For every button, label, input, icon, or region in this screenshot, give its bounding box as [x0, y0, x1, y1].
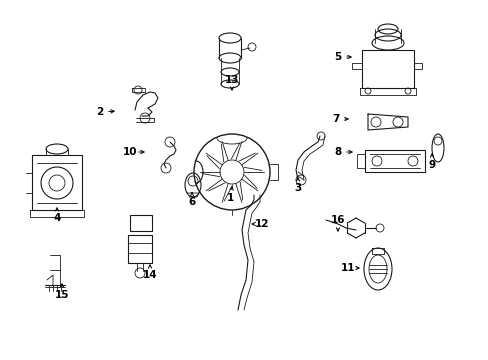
Text: 1: 1 — [226, 193, 233, 203]
Text: 14: 14 — [142, 270, 157, 280]
Bar — [128, 235, 152, 263]
Text: 6: 6 — [188, 197, 195, 207]
Bar — [364, 150, 424, 172]
Text: 15: 15 — [55, 290, 69, 300]
Text: 8: 8 — [334, 147, 341, 157]
Text: 16: 16 — [330, 215, 345, 225]
Text: 13: 13 — [224, 75, 239, 85]
Bar — [130, 215, 152, 231]
Text: 9: 9 — [427, 160, 435, 170]
Text: 5: 5 — [334, 52, 341, 62]
Bar — [32, 155, 82, 210]
Text: 11: 11 — [340, 263, 354, 273]
Text: 2: 2 — [96, 107, 103, 117]
Text: 12: 12 — [254, 219, 269, 229]
Text: 10: 10 — [122, 147, 137, 157]
Text: 3: 3 — [294, 183, 301, 193]
Bar — [361, 50, 413, 88]
Text: 7: 7 — [332, 114, 339, 124]
Text: 4: 4 — [53, 213, 61, 223]
